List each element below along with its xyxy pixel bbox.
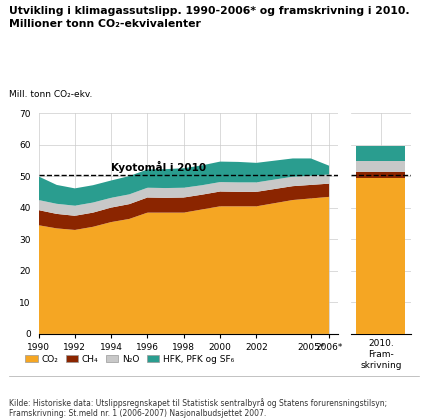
Text: Kyotomål i 2010: Kyotomål i 2010 xyxy=(111,160,206,173)
Bar xyxy=(357,161,405,172)
Bar xyxy=(357,147,405,161)
Text: Kilde: Historiske data: Utslippsregnskapet til Statistisk sentralbyrå og Statens: Kilde: Historiske data: Utslippsregnskap… xyxy=(9,398,386,418)
Text: Millioner tonn CO₂-ekvivalenter: Millioner tonn CO₂-ekvivalenter xyxy=(9,19,200,29)
Text: Utvikling i klimagassutslipp. 1990-2006* og framskrivning i 2010.: Utvikling i klimagassutslipp. 1990-2006*… xyxy=(9,6,409,16)
Legend: CO₂, CH₄, N₂O, HFK, PFK og SF₆: CO₂, CH₄, N₂O, HFK, PFK og SF₆ xyxy=(22,351,238,367)
Text: Mill. tonn CO₂-ekv.: Mill. tonn CO₂-ekv. xyxy=(9,90,92,99)
Bar xyxy=(357,178,405,334)
Bar xyxy=(357,172,405,178)
